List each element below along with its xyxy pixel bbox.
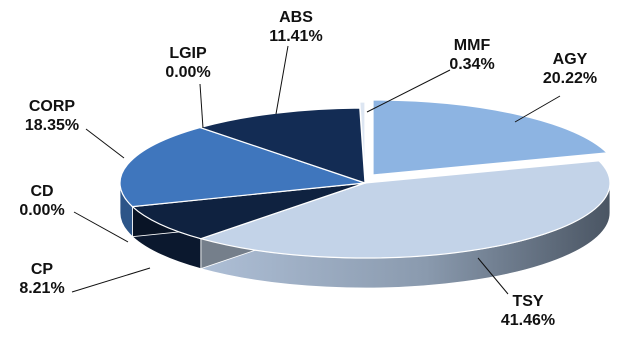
slice-value-tsy: 41.46%: [501, 312, 555, 329]
slice-value-lgip: 0.00%: [165, 64, 210, 81]
leader-line-lgip: [199, 83, 204, 129]
leader-lines: [71, 45, 561, 295]
leader-line-cd: [73, 211, 129, 243]
slice-value-agy: 20.22%: [543, 70, 597, 87]
slice-abs: [198, 107, 366, 184]
slice-value-corp: 18.35%: [25, 117, 79, 134]
slice-label-cd: CD: [30, 183, 53, 200]
slice-tsy: [198, 160, 611, 259]
leader-line-cp: [71, 267, 151, 293]
slice-value-abs: 11.41%: [269, 28, 322, 45]
slice-label-corp: CORP: [29, 98, 76, 115]
leader-line-corp: [85, 128, 125, 159]
slice-value-mmf: 0.34%: [449, 56, 494, 73]
slice-corp: [119, 126, 366, 208]
slice-label-agy: AGY: [553, 51, 588, 68]
slice-agy: [372, 99, 609, 176]
leader-line-mmf: [366, 69, 451, 113]
slice-label-tsy: TSY: [512, 293, 543, 310]
slice-value-cp: 8.21%: [19, 280, 64, 297]
leader-line-abs: [275, 45, 289, 115]
slice-value-cd: 0.00%: [19, 202, 64, 219]
slice-mmf: [359, 101, 366, 178]
leader-line-tsy: [477, 257, 509, 295]
slice-label-abs: ABS: [279, 9, 313, 26]
slice-label-mmf: MMF: [454, 37, 491, 54]
slice-label-cp: CP: [31, 261, 54, 278]
slice-labels: AGY 20.22% TSY 41.46% CP 8.21% CD 0.00% CORP 18.3…: [19, 9, 597, 329]
slice-label-lgip: LGIP: [169, 45, 207, 62]
slice-cp: [131, 182, 366, 240]
leader-line-agy: [514, 95, 561, 123]
pie-top-layer: [119, 99, 611, 259]
